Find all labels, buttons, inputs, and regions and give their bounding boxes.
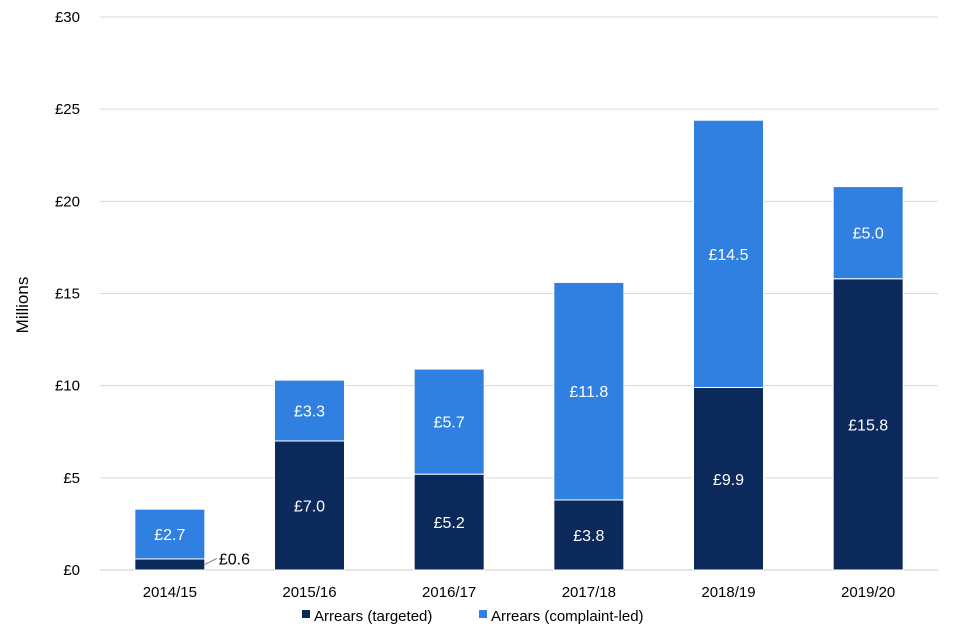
data-label: £5.7 bbox=[434, 415, 465, 432]
bar-complaint-led bbox=[832, 186, 904, 280]
bar-complaint-led bbox=[413, 368, 485, 475]
data-label: £15.8 bbox=[848, 417, 888, 434]
legend-label-targeted: Arrears (targeted) bbox=[314, 608, 432, 625]
legend: Arrears (targeted) Arrears (complaint-le… bbox=[302, 608, 644, 625]
bar-targeted bbox=[832, 278, 904, 571]
data-label: £3.3 bbox=[294, 404, 325, 421]
y-tick-label: £10 bbox=[55, 378, 80, 395]
data-label: £7.0 bbox=[294, 498, 325, 515]
data-label: £0.6 bbox=[219, 551, 250, 568]
x-axis-ticks: 2014/15 2015/16 2016/17 2017/18 2018/19 2019/… bbox=[143, 584, 896, 601]
x-tick-label: 2016/17 bbox=[422, 584, 476, 601]
bar-targeted bbox=[693, 387, 764, 571]
y-tick-label: £25 bbox=[55, 101, 80, 118]
gridlines bbox=[100, 16, 938, 571]
y-tick-label: £20 bbox=[55, 193, 80, 210]
data-label-leader bbox=[204, 558, 218, 565]
data-label: £3.8 bbox=[573, 528, 604, 545]
data-label: £9.9 bbox=[713, 472, 744, 489]
data-label: £5.2 bbox=[434, 515, 465, 532]
bar-complaint-led bbox=[134, 508, 206, 560]
bar-targeted bbox=[274, 440, 345, 571]
legend-swatch-complaint-led bbox=[479, 610, 487, 618]
y-tick-label: £30 bbox=[55, 9, 80, 26]
x-tick-label: 2017/18 bbox=[562, 584, 616, 601]
bar-targeted bbox=[413, 473, 485, 571]
bar-targeted bbox=[553, 499, 625, 571]
y-axis-label: Millions bbox=[13, 277, 32, 334]
y-tick-label: £5 bbox=[63, 470, 80, 487]
legend-label-complaint-led: Arrears (complaint-led) bbox=[491, 608, 644, 625]
bar-complaint-led bbox=[693, 119, 764, 389]
x-tick-label: 2014/15 bbox=[143, 584, 197, 601]
x-tick-label: 2015/16 bbox=[282, 584, 336, 601]
legend-swatch-targeted bbox=[302, 610, 310, 618]
y-tick-label: £15 bbox=[55, 286, 80, 303]
y-axis-ticks: £0 £5 £10 £15 £20 £25 £30 bbox=[55, 9, 80, 579]
data-label: £2.7 bbox=[154, 527, 185, 544]
y-tick-label: £0 bbox=[63, 562, 80, 579]
x-tick-label: 2019/20 bbox=[841, 584, 895, 601]
bars: £0.6 £2.7 £7.0 £3.3 £5.2 £5.7 £3.8 £11.8 £9.9 £14… bbox=[134, 119, 904, 571]
data-label: £5.0 bbox=[853, 226, 884, 243]
bar-targeted bbox=[134, 558, 206, 571]
data-label: £11.8 bbox=[569, 384, 608, 401]
bar-complaint-led bbox=[274, 379, 345, 442]
x-tick-label: 2018/19 bbox=[701, 584, 755, 601]
data-label: £14.5 bbox=[708, 247, 748, 264]
bar-complaint-led bbox=[553, 281, 625, 501]
